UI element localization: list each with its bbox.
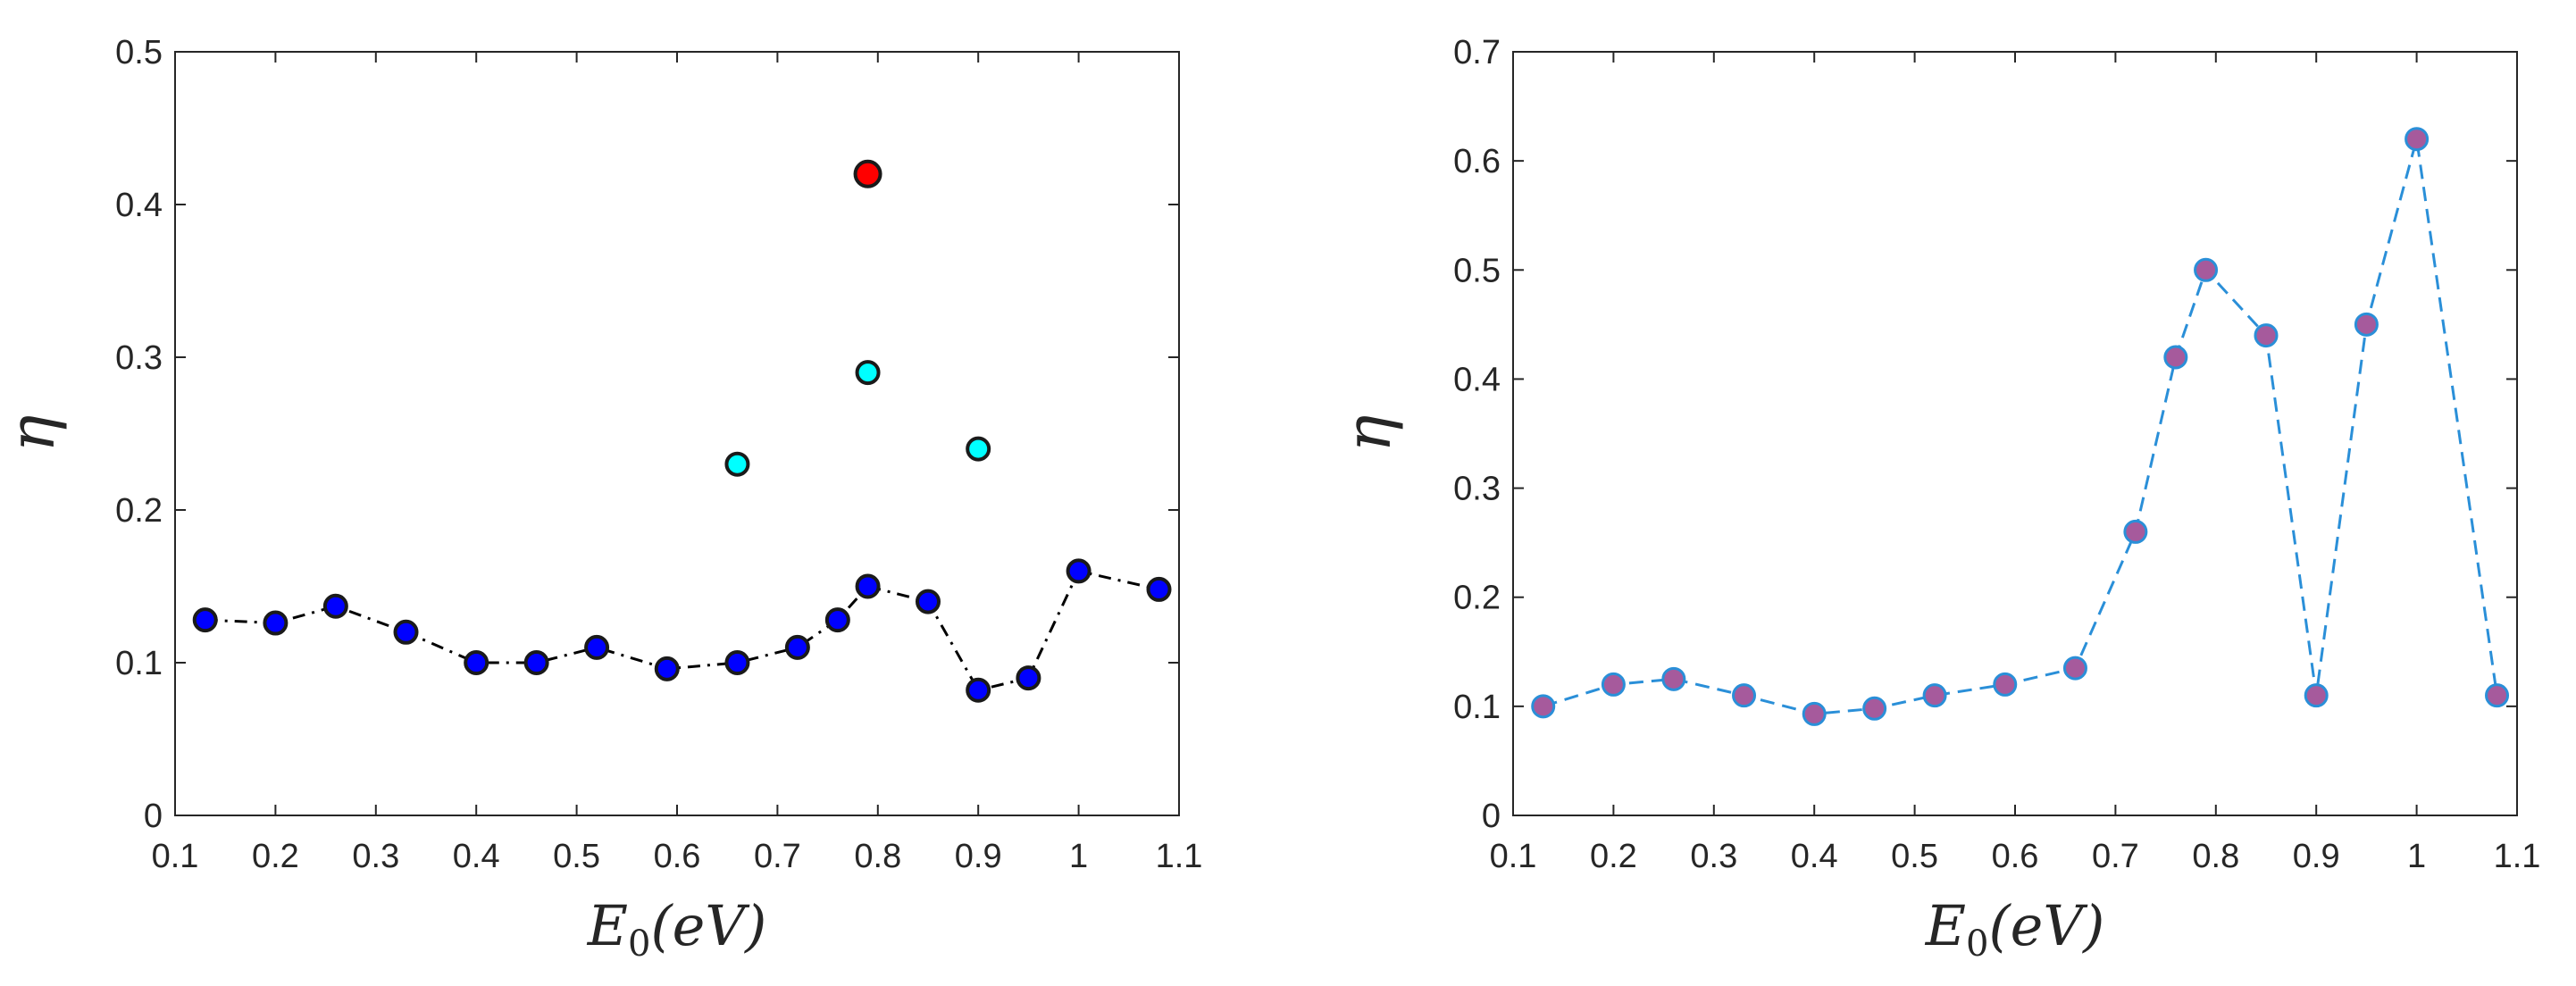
y-tick-label: 0.1 bbox=[115, 645, 163, 682]
data-point bbox=[966, 677, 991, 703]
plot-frame bbox=[1512, 51, 2518, 816]
x-tick-label: 0.1 bbox=[1490, 838, 1537, 875]
data-point bbox=[1732, 683, 1757, 708]
data-point bbox=[654, 656, 680, 681]
data-point bbox=[2123, 519, 2148, 544]
y-tick-label: 0 bbox=[144, 798, 163, 835]
data-point bbox=[523, 650, 549, 675]
y-axis-label: η bbox=[1332, 414, 1405, 452]
data-point bbox=[192, 607, 218, 633]
x-axis-label: E0(eV) bbox=[1925, 893, 2105, 965]
chart-panel-1: 0.1 0.2 0.3 0.4 0.5 0.6 0.7 0.8 0.9 1 1.100.10.20.… bbox=[0, 34, 1202, 965]
y-tick-label: 0.2 bbox=[115, 492, 163, 530]
data-point bbox=[1066, 558, 1091, 584]
data-point bbox=[1601, 672, 1626, 697]
data-point bbox=[855, 360, 881, 386]
x-tick-label: 1 bbox=[2407, 838, 2426, 875]
main-series bbox=[192, 558, 1172, 703]
series-line bbox=[1543, 138, 2499, 715]
x-tick-label: 0.7 bbox=[2092, 838, 2139, 875]
x-tick-label: 0.7 bbox=[754, 838, 801, 875]
y-tick-label: 0.3 bbox=[1453, 471, 1501, 508]
y-tick-label: 0.1 bbox=[1453, 689, 1501, 726]
data-point bbox=[2194, 257, 2219, 282]
x-tick-label: 0.6 bbox=[1992, 838, 2039, 875]
data-point bbox=[1993, 672, 2018, 697]
plot-frame bbox=[174, 51, 1180, 816]
data-point bbox=[2254, 323, 2279, 348]
data-point bbox=[2163, 345, 2188, 370]
data-point bbox=[263, 610, 289, 636]
x-tick-label: 0.4 bbox=[1791, 838, 1838, 875]
x-tick-label: 0.8 bbox=[2192, 838, 2239, 875]
x-tick-label: 0.1 bbox=[152, 838, 199, 875]
data-point bbox=[1661, 666, 1686, 691]
y-tick-label: 0.4 bbox=[115, 187, 163, 224]
data-point bbox=[2405, 127, 2430, 152]
data-point bbox=[1862, 696, 1887, 721]
data-point bbox=[2062, 656, 2087, 681]
data-point bbox=[916, 589, 941, 614]
x-axis-label: E0(eV) bbox=[587, 893, 767, 965]
data-point bbox=[322, 593, 348, 619]
data-point bbox=[966, 436, 991, 462]
dashed-series bbox=[1531, 127, 2510, 726]
highlight-cyan-series bbox=[724, 360, 991, 477]
data-point bbox=[1922, 683, 1947, 708]
data-point bbox=[724, 650, 750, 675]
highlight-red-series bbox=[853, 159, 882, 188]
x-tick-label: 1 bbox=[1069, 838, 1088, 875]
data-point bbox=[393, 619, 419, 645]
data-point bbox=[824, 607, 850, 633]
y-tick-label: 0.5 bbox=[1453, 252, 1501, 289]
x-tick-label: 0.3 bbox=[352, 838, 399, 875]
data-point bbox=[2485, 683, 2510, 708]
data-point bbox=[855, 573, 881, 599]
x-tick-label: 0.4 bbox=[453, 838, 500, 875]
x-tick-label: 1.1 bbox=[1156, 838, 1203, 875]
y-tick-label: 0 bbox=[1482, 798, 1501, 835]
data-point bbox=[1146, 576, 1172, 602]
data-point bbox=[1802, 701, 1827, 726]
data-point bbox=[853, 159, 882, 188]
y-tick-label: 0.3 bbox=[115, 339, 163, 377]
x-tick-label: 1.1 bbox=[2494, 838, 2541, 875]
x-tick-label: 0.9 bbox=[2293, 838, 2340, 875]
data-point bbox=[1016, 665, 1041, 691]
y-axis-label: η bbox=[0, 414, 69, 452]
x-tick-label: 0.5 bbox=[553, 838, 600, 875]
x-tick-label: 0.2 bbox=[252, 838, 299, 875]
x-tick-label: 0.3 bbox=[1690, 838, 1737, 875]
y-tick-label: 0.5 bbox=[115, 34, 163, 71]
data-point bbox=[584, 634, 610, 660]
data-point bbox=[724, 451, 750, 477]
data-point bbox=[2304, 683, 2329, 708]
x-tick-label: 0.6 bbox=[654, 838, 701, 875]
y-tick-label: 0.2 bbox=[1453, 580, 1501, 617]
x-tick-label: 0.2 bbox=[1590, 838, 1637, 875]
data-point bbox=[784, 634, 810, 660]
series-line bbox=[205, 569, 1159, 692]
y-tick-label: 0.7 bbox=[1453, 34, 1501, 71]
y-tick-label: 0.4 bbox=[1453, 361, 1501, 398]
chart-panel-2: 0.1 0.2 0.3 0.4 0.5 0.6 0.7 0.8 0.9 1 1.100.10.20.… bbox=[1332, 34, 2540, 965]
x-tick-label: 0.8 bbox=[854, 838, 901, 875]
x-tick-label: 0.9 bbox=[955, 838, 1002, 875]
data-point bbox=[464, 650, 489, 675]
y-tick-label: 0.6 bbox=[1453, 143, 1501, 180]
x-tick-label: 0.5 bbox=[1891, 838, 1938, 875]
data-point bbox=[2354, 312, 2379, 337]
data-point bbox=[1531, 694, 1556, 719]
